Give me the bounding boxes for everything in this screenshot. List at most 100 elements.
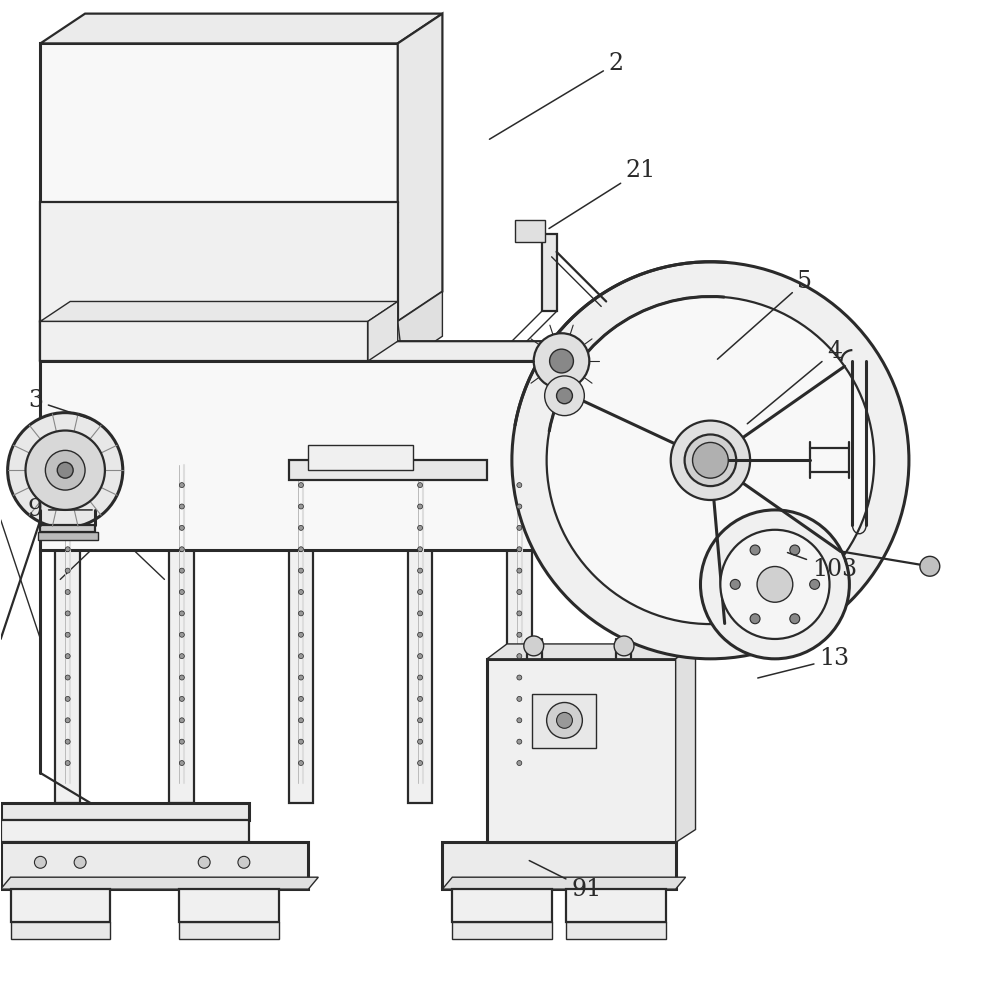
Circle shape bbox=[179, 590, 184, 594]
Polygon shape bbox=[308, 445, 413, 470]
Circle shape bbox=[517, 568, 522, 573]
Circle shape bbox=[517, 632, 522, 637]
Text: 21: 21 bbox=[549, 159, 656, 229]
Circle shape bbox=[298, 696, 303, 701]
Circle shape bbox=[557, 388, 573, 404]
Circle shape bbox=[671, 421, 750, 500]
Polygon shape bbox=[567, 889, 666, 922]
Circle shape bbox=[298, 739, 303, 744]
Circle shape bbox=[547, 702, 582, 738]
Circle shape bbox=[66, 611, 71, 616]
Circle shape bbox=[8, 413, 123, 528]
Circle shape bbox=[534, 333, 589, 389]
Circle shape bbox=[46, 450, 85, 490]
Circle shape bbox=[179, 696, 184, 701]
Circle shape bbox=[179, 718, 184, 723]
Circle shape bbox=[66, 761, 71, 766]
Circle shape bbox=[66, 654, 71, 659]
Circle shape bbox=[66, 525, 71, 530]
Circle shape bbox=[790, 614, 800, 624]
Polygon shape bbox=[398, 14, 442, 321]
Text: 9: 9 bbox=[28, 498, 92, 521]
Bar bbox=[515, 220, 545, 242]
Circle shape bbox=[298, 654, 303, 659]
Circle shape bbox=[417, 525, 422, 530]
Circle shape bbox=[298, 761, 303, 766]
Circle shape bbox=[417, 739, 422, 744]
Circle shape bbox=[417, 611, 422, 616]
Circle shape bbox=[66, 632, 71, 637]
Polygon shape bbox=[41, 43, 398, 321]
Circle shape bbox=[693, 442, 729, 478]
Text: 103: 103 bbox=[787, 553, 857, 581]
Polygon shape bbox=[56, 445, 81, 803]
Circle shape bbox=[517, 718, 522, 723]
Circle shape bbox=[517, 525, 522, 530]
Circle shape bbox=[179, 675, 184, 680]
Circle shape bbox=[750, 614, 760, 624]
Circle shape bbox=[790, 545, 800, 555]
Polygon shape bbox=[552, 341, 581, 550]
Circle shape bbox=[179, 654, 184, 659]
Circle shape bbox=[517, 504, 522, 509]
Circle shape bbox=[66, 547, 71, 552]
Circle shape bbox=[298, 675, 303, 680]
Circle shape bbox=[179, 632, 184, 637]
Text: 3: 3 bbox=[28, 389, 92, 420]
Circle shape bbox=[417, 718, 422, 723]
Circle shape bbox=[417, 632, 422, 637]
Circle shape bbox=[298, 718, 303, 723]
Circle shape bbox=[179, 568, 184, 573]
Circle shape bbox=[557, 712, 573, 728]
Circle shape bbox=[417, 675, 422, 680]
Circle shape bbox=[685, 434, 737, 486]
Polygon shape bbox=[487, 659, 676, 842]
Bar bbox=[532, 694, 596, 748]
Circle shape bbox=[517, 590, 522, 594]
Circle shape bbox=[417, 654, 422, 659]
Text: 4: 4 bbox=[747, 340, 842, 424]
Circle shape bbox=[198, 856, 210, 868]
Polygon shape bbox=[1, 803, 248, 820]
Polygon shape bbox=[288, 445, 313, 803]
Circle shape bbox=[66, 718, 71, 723]
Circle shape bbox=[66, 504, 71, 509]
Polygon shape bbox=[487, 644, 696, 659]
Circle shape bbox=[298, 525, 303, 530]
Polygon shape bbox=[452, 889, 552, 922]
Circle shape bbox=[66, 675, 71, 680]
Circle shape bbox=[179, 761, 184, 766]
Polygon shape bbox=[288, 460, 487, 480]
Polygon shape bbox=[179, 889, 278, 922]
Polygon shape bbox=[169, 445, 194, 803]
Polygon shape bbox=[368, 301, 398, 361]
Circle shape bbox=[512, 262, 909, 659]
Circle shape bbox=[547, 297, 874, 624]
Circle shape bbox=[179, 611, 184, 616]
Circle shape bbox=[298, 504, 303, 509]
Text: 91: 91 bbox=[529, 861, 601, 901]
Circle shape bbox=[417, 696, 422, 701]
Polygon shape bbox=[398, 292, 442, 363]
Circle shape bbox=[66, 696, 71, 701]
Circle shape bbox=[524, 636, 544, 656]
Circle shape bbox=[58, 462, 74, 478]
Polygon shape bbox=[41, 301, 398, 321]
Circle shape bbox=[179, 739, 184, 744]
Circle shape bbox=[66, 590, 71, 594]
Polygon shape bbox=[41, 341, 581, 361]
Circle shape bbox=[757, 567, 793, 602]
Polygon shape bbox=[452, 922, 552, 939]
Polygon shape bbox=[1, 877, 318, 889]
Polygon shape bbox=[41, 421, 567, 433]
Circle shape bbox=[750, 545, 760, 555]
Polygon shape bbox=[39, 532, 98, 540]
Circle shape bbox=[517, 547, 522, 552]
Circle shape bbox=[35, 856, 47, 868]
Polygon shape bbox=[507, 445, 532, 803]
Circle shape bbox=[417, 761, 422, 766]
Circle shape bbox=[417, 483, 422, 488]
Circle shape bbox=[298, 632, 303, 637]
Text: 13: 13 bbox=[757, 647, 850, 678]
Polygon shape bbox=[41, 321, 368, 361]
